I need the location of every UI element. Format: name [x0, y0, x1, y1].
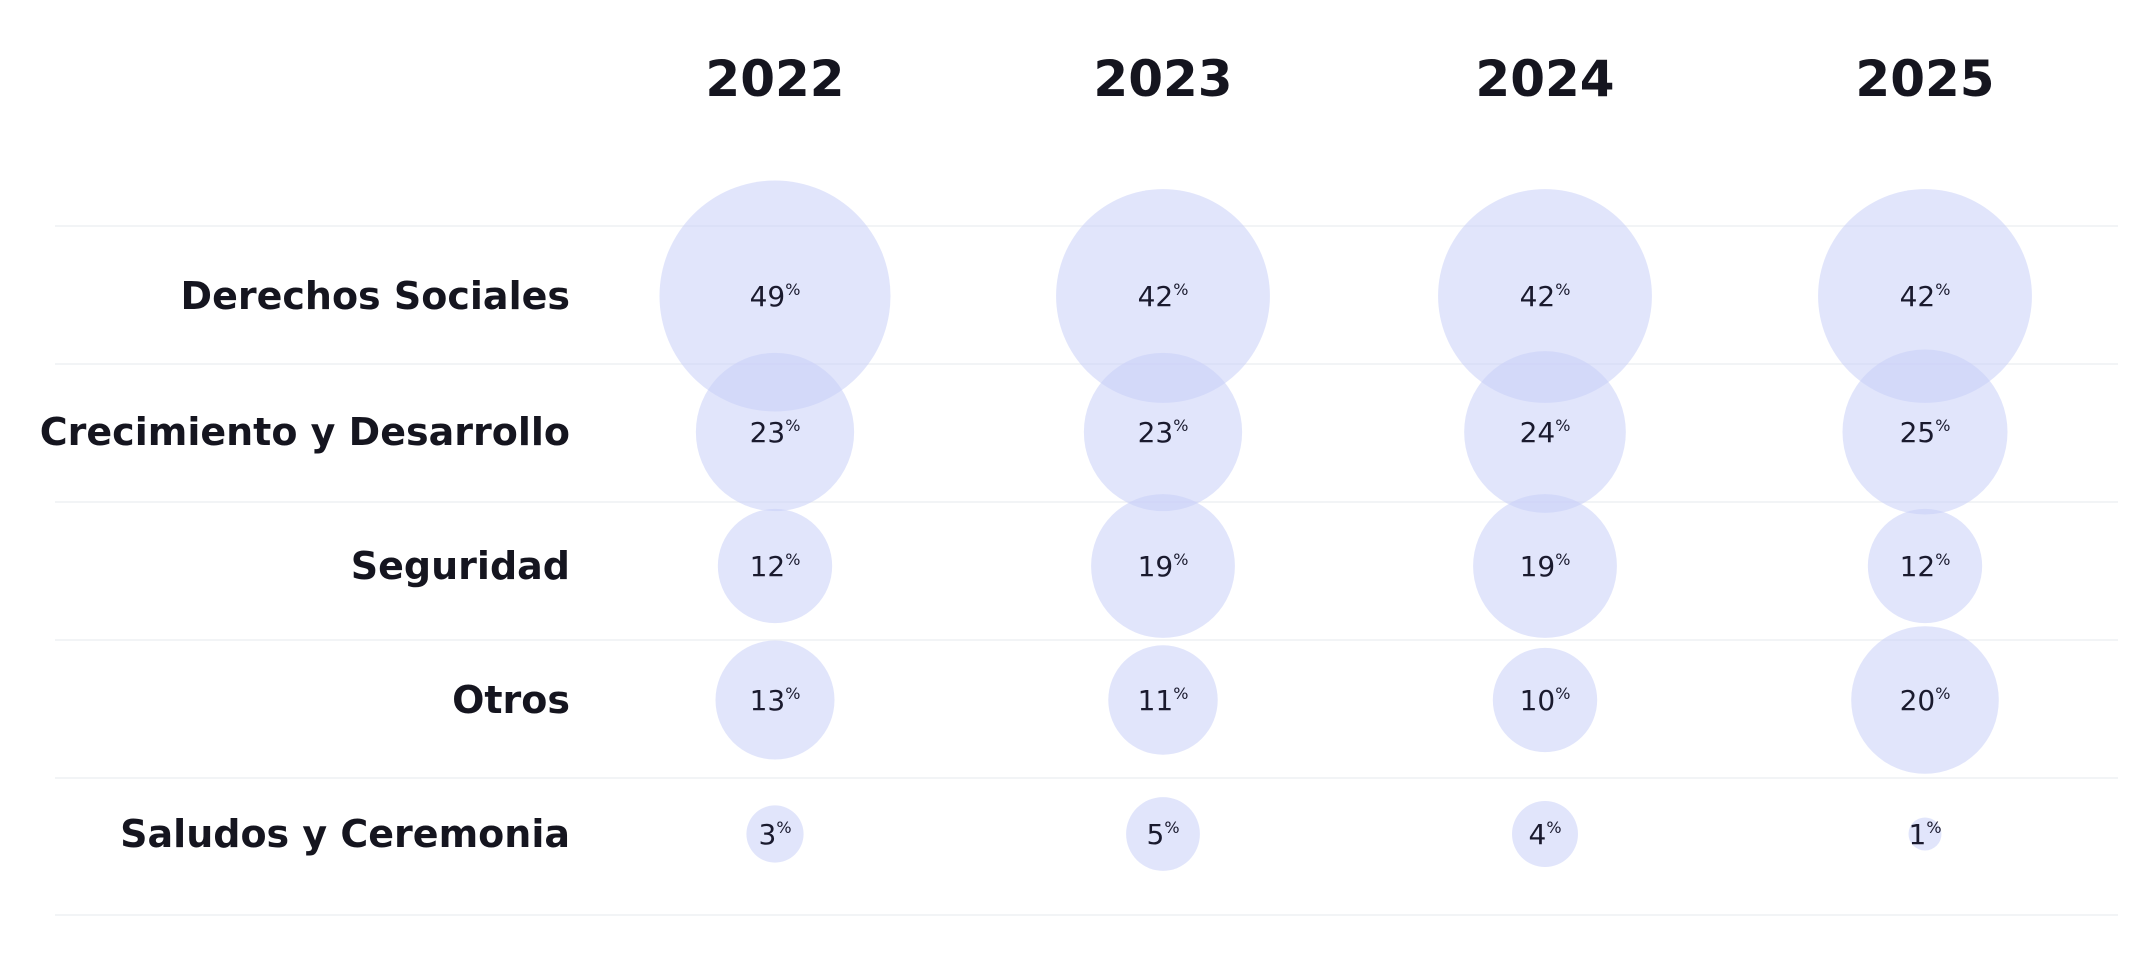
- bubble-2022-row-4: [746, 805, 804, 863]
- column-header-2023: 2023: [1093, 50, 1232, 108]
- value-label-2023-row-0: 42%: [1138, 280, 1189, 313]
- value-label-2024-row-3: 10%: [1520, 684, 1571, 717]
- bubble-2022-row-2: [717, 508, 833, 624]
- bubble-2023-row-3: [1108, 645, 1218, 755]
- bubble-2025-row-3: [1851, 626, 1999, 774]
- bubble-2024-row-2: [1473, 494, 1617, 638]
- bubble-2022-row-3: [715, 640, 835, 760]
- bubble-2025-row-2: [1867, 508, 1983, 624]
- row-label-3: Otros: [452, 678, 570, 722]
- row-label-1: Crecimiento y Desarrollo: [40, 410, 570, 454]
- bubble-2025-row-4: [1908, 817, 1942, 851]
- value-label-2024-row-2: 19%: [1520, 550, 1571, 583]
- value-label-2025-row-1: 25%: [1900, 416, 1951, 449]
- value-label-2024-row-4: 4%: [1528, 818, 1561, 851]
- bubble-2024-row-3: [1492, 647, 1598, 753]
- bubble-2025-row-0: [1818, 189, 2032, 403]
- bubble-2022-row-1: [695, 352, 855, 512]
- value-label-2023-row-3: 11%: [1138, 684, 1189, 717]
- value-label-2025-row-3: 20%: [1900, 684, 1951, 717]
- value-label-2025-row-2: 12%: [1900, 550, 1951, 583]
- bubble-2022-row-0: [659, 180, 891, 412]
- bubble-2024-row-4: [1512, 801, 1578, 867]
- value-label-2024-row-0: 42%: [1520, 280, 1571, 313]
- value-label-2022-row-3: 13%: [750, 684, 801, 717]
- label-layer: 2022 2023 2024 2025 Derechos Sociales Crecimi…: [40, 50, 1995, 856]
- bubble-2024-row-1: [1464, 351, 1626, 513]
- column-header-2022: 2022: [705, 50, 844, 108]
- value-label-2022-row-2: 12%: [750, 550, 801, 583]
- column-header-2024: 2024: [1475, 50, 1614, 108]
- value-label-2022-row-0: 49%: [750, 280, 801, 313]
- row-label-0: Derechos Sociales: [181, 274, 570, 318]
- bubble-2023-row-2: [1091, 494, 1235, 638]
- bubble-2023-row-0: [1056, 189, 1270, 403]
- row-label-4: Saludos y Ceremonia: [120, 812, 570, 856]
- bubble-2024-row-0: [1438, 189, 1652, 403]
- value-label-2022-row-4: 3%: [758, 818, 791, 851]
- value-label-2023-row-1: 23%: [1138, 416, 1189, 449]
- value-label-2025-row-0: 42%: [1900, 280, 1951, 313]
- value-label-2023-row-2: 19%: [1138, 550, 1189, 583]
- value-label-2024-row-1: 24%: [1520, 416, 1571, 449]
- column-header-2025: 2025: [1855, 50, 1994, 108]
- row-label-2: Seguridad: [351, 544, 570, 588]
- bubble-2025-row-1: [1842, 349, 2008, 515]
- bubble-2023-row-1: [1083, 352, 1243, 512]
- grid-layer: [55, 225, 2118, 916]
- value-label-2023-row-4: 5%: [1146, 818, 1179, 851]
- value-label-2022-row-1: 23%: [750, 416, 801, 449]
- bubble-layer: [659, 180, 2032, 871]
- value-label-2025-row-4: 1%: [1908, 818, 1941, 851]
- bubble-2023-row-4: [1126, 797, 1200, 871]
